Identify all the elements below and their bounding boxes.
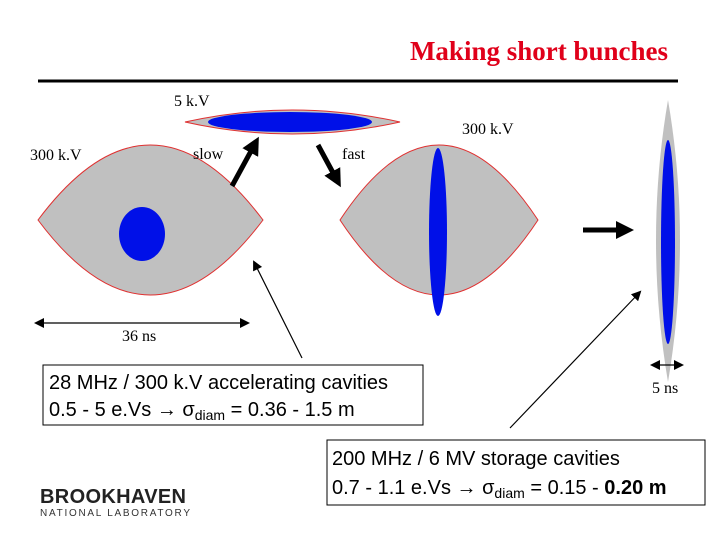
- label: slow: [193, 146, 224, 163]
- label: 300 k.V: [30, 147, 82, 164]
- label: 36 ns: [122, 328, 156, 345]
- label: 5 k.V: [174, 93, 210, 110]
- subscript: diam: [195, 407, 225, 423]
- text: = 0.15 -: [525, 477, 605, 499]
- bunch-top: [208, 112, 372, 132]
- info-box: [326, 439, 706, 506]
- text: = 0.36 - 1.5 m: [225, 399, 355, 421]
- label: 300 k.V: [462, 121, 514, 138]
- bunch-middle: [429, 148, 447, 316]
- box-text: 28 MHz / 300 k.V accelerating cavities: [49, 372, 388, 394]
- pointer-storage: [509, 290, 642, 429]
- label: fast: [342, 146, 366, 163]
- box-text: 0.5 - 5 e.Vs → σdiam = 0.36 - 1.5 m: [49, 399, 355, 423]
- subscript: diam: [494, 485, 524, 501]
- info-box: [42, 364, 424, 426]
- text: 0.20 m: [604, 477, 666, 499]
- fast-arrow: [315, 143, 341, 188]
- slow-arrow: [229, 136, 259, 188]
- logo-sub: NATIONAL LABORATORY: [40, 508, 190, 519]
- box-text: 0.7 - 1.1 e.Vs → σdiam = 0.15 - 0.20 m: [332, 477, 667, 501]
- pointer-accelerating: [253, 260, 303, 359]
- title: Making short bunches: [410, 36, 668, 66]
- box-text: 200 MHz / 6 MV storage cavities: [332, 448, 620, 470]
- text: 0.5 - 5 e.Vs → σ: [49, 399, 195, 421]
- label: 5 ns: [652, 380, 678, 397]
- bunch-left: [119, 207, 165, 261]
- text: 0.7 - 1.1 e.Vs → σ: [332, 477, 495, 499]
- logo-name: BROOKHAVEN: [40, 486, 186, 508]
- bunch-right: [661, 140, 675, 344]
